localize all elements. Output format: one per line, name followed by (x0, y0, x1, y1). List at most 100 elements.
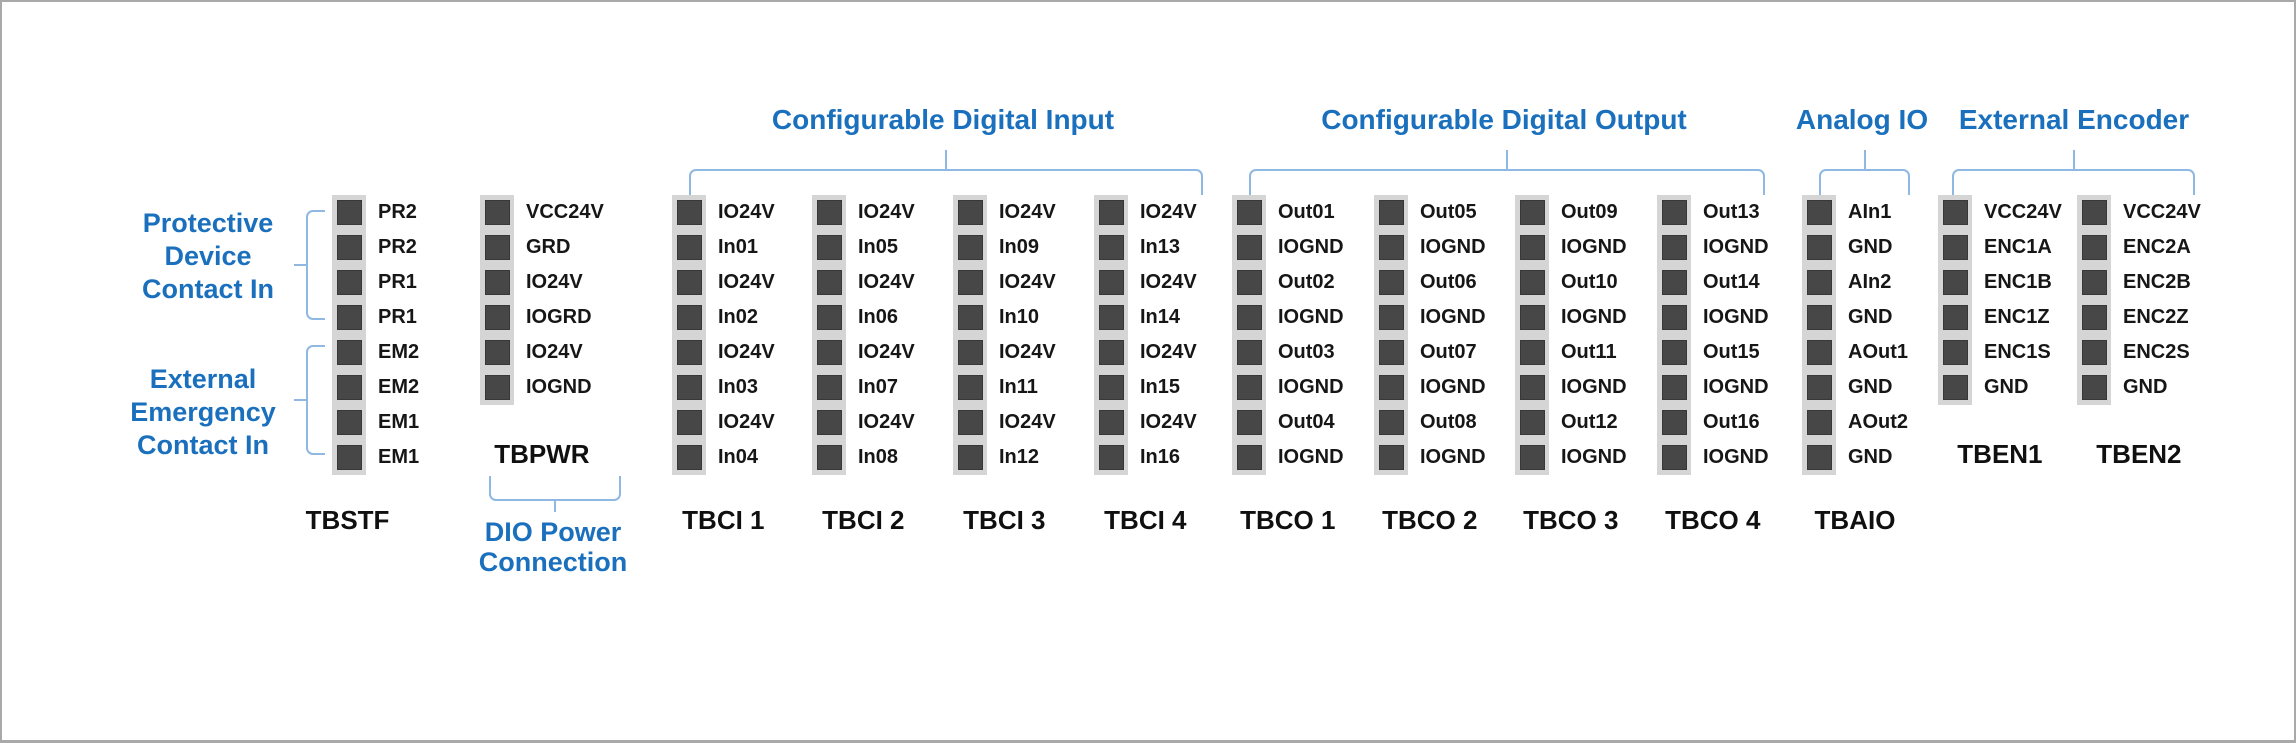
terminal-pin (336, 270, 362, 295)
terminal-pin (484, 305, 510, 330)
terminal-pin (957, 445, 983, 470)
terminal-pin (1236, 375, 1262, 400)
terminal-block-tben1: VCC24V ENC1A ENC1B ENC1Z ENC1S GND TBEN1 (1938, 195, 2062, 470)
terminal-strip (1515, 195, 1549, 475)
pin-label-gnd: GND (1984, 376, 2029, 398)
terminal-pin (957, 305, 983, 330)
terminal-pin (1098, 445, 1124, 470)
pin-label-iognd: IOGND (1420, 306, 1486, 328)
terminal-strip (1938, 195, 1972, 405)
pin-label-in11: In11 (999, 376, 1038, 398)
pin-label-aout2: AOut2 (1848, 411, 1908, 433)
block-label: TBPWR (494, 439, 590, 469)
block-label: TBCI 4 (1104, 505, 1187, 535)
terminal-pin (1519, 340, 1545, 365)
terminal-pin (1378, 270, 1404, 295)
pin-label-gnd: GND (2123, 376, 2168, 398)
pin-label-enc2a: ENC2A (2123, 236, 2191, 258)
terminal-block-tbstf: PR2 PR2 PR1 PR1 EM2 EM2 EM1 EM1 TBSTF (306, 195, 419, 536)
pin-labels: Out09 IOGND Out10 IOGND Out11 IOGND Out12 IOGND (1561, 195, 1627, 475)
terminal-pin (2081, 235, 2107, 260)
pin-label-in08: In08 (858, 446, 899, 468)
pin-label-io24v: IO24V (718, 201, 775, 223)
terminal-pin (2081, 340, 2107, 365)
terminal-strip (1232, 195, 1266, 475)
pin-label-grd: GRD (526, 236, 571, 258)
pin-label-io24v: IO24V (858, 271, 915, 293)
pin-label-out06: Out06 (1420, 271, 1477, 293)
pin-label-gnd: GND (1848, 446, 1893, 468)
terminal-pin (1236, 200, 1262, 225)
terminal-pin (1236, 340, 1262, 365)
pin-label-out12: Out12 (1561, 411, 1618, 433)
pin-label-io24v: IO24V (999, 201, 1056, 223)
terminal-pin (1806, 305, 1832, 330)
block-label: TBEN2 (2096, 439, 2182, 469)
terminal-pin (1378, 410, 1404, 435)
terminal-pin (957, 200, 983, 225)
pin-label-gnd: GND (1848, 376, 1893, 398)
block-label: TBSTF (305, 505, 390, 535)
terminal-pin (1098, 305, 1124, 330)
terminal-pin (2081, 305, 2107, 330)
terminal-strip (2077, 195, 2111, 405)
pin-labels: IO24V In05 IO24V In06 IO24V In07 IO24V In08 (858, 195, 915, 475)
terminal-block-tben2: VCC24V ENC2A ENC2B ENC2Z ENC2S GND TBEN2 (2077, 195, 2201, 470)
terminal-pin (484, 375, 510, 400)
terminal-pin (816, 270, 842, 295)
terminal-pin (1661, 340, 1687, 365)
bracket-digital-input-group (689, 150, 1203, 195)
terminal-pin (676, 305, 702, 330)
terminal-pin (1236, 410, 1262, 435)
pin-label-out14: Out14 (1703, 271, 1760, 293)
pin-label-iognd: IOGND (1703, 446, 1769, 468)
terminal-pin (957, 235, 983, 260)
terminal-pin (1519, 375, 1545, 400)
block-label: TBEN1 (1957, 439, 2043, 469)
terminal-pin (1806, 375, 1832, 400)
terminal-pin (1098, 200, 1124, 225)
pin-label-out13: Out13 (1703, 201, 1760, 223)
label-protective-device-contact-in: Protective Device Contact In (98, 207, 318, 306)
bracket-dio-power (489, 476, 621, 512)
pin-labels: PR2 PR2 PR1 PR1 EM2 EM2 EM1 EM1 (378, 195, 419, 475)
terminal-pin (676, 200, 702, 225)
terminal-block-tbaio: AIn1 GND AIn2 GND AOut1 GND AOut2 GND TBAIO (1802, 195, 1908, 536)
label-external-emergency-contact-in: External Emergency Contact In (93, 363, 313, 462)
pin-label-pr1: PR1 (378, 306, 417, 328)
terminal-pin (1519, 305, 1545, 330)
label-line: Contact In (142, 274, 274, 304)
terminal-pin (1236, 270, 1262, 295)
terminal-pin (1661, 305, 1687, 330)
terminal-pin (816, 375, 842, 400)
pin-label-enc1b: ENC1B (1984, 271, 2052, 293)
pin-label-io24v: IO24V (858, 341, 915, 363)
terminal-pin (1378, 235, 1404, 260)
pin-label-enc2z: ENC2Z (2123, 306, 2189, 328)
terminal-pin (484, 200, 510, 225)
pin-label-iognd: IOGND (1278, 446, 1344, 468)
terminal-pin (1236, 305, 1262, 330)
pin-label-out02: Out02 (1278, 271, 1335, 293)
pin-label-out05: Out05 (1420, 201, 1477, 223)
pin-label-em1: EM1 (378, 446, 420, 468)
terminal-pin (1942, 375, 1968, 400)
terminal-pin (676, 270, 702, 295)
label-dio-power-connection: DIO Power Connection (443, 517, 663, 577)
terminal-pin (1806, 445, 1832, 470)
pin-label-ain2: AIn2 (1848, 271, 1892, 293)
pin-label-iognd: IOGND (1561, 236, 1627, 258)
terminal-pin (336, 340, 362, 365)
terminal-block-tbci4: IO24V In13 IO24V In14 IO24V In15 IO24V In16 TBC… (1094, 195, 1197, 536)
terminal-pin (484, 270, 510, 295)
terminal-pin (2081, 270, 2107, 295)
pin-label-iognd: IOGND (1420, 236, 1486, 258)
pin-labels: AIn1 GND AIn2 GND AOut1 GND AOut2 GND (1848, 195, 1908, 475)
pin-label-pr2: PR2 (378, 201, 417, 223)
terminal-block-tbco3: Out09 IOGND Out10 IOGND Out11 IOGND Out12 IOGND… (1515, 195, 1627, 536)
terminal-pin (336, 305, 362, 330)
pin-label-out15: Out15 (1703, 341, 1760, 363)
pin-label-io24v: IO24V (718, 271, 775, 293)
pin-label-io24v: IO24V (1140, 411, 1197, 433)
